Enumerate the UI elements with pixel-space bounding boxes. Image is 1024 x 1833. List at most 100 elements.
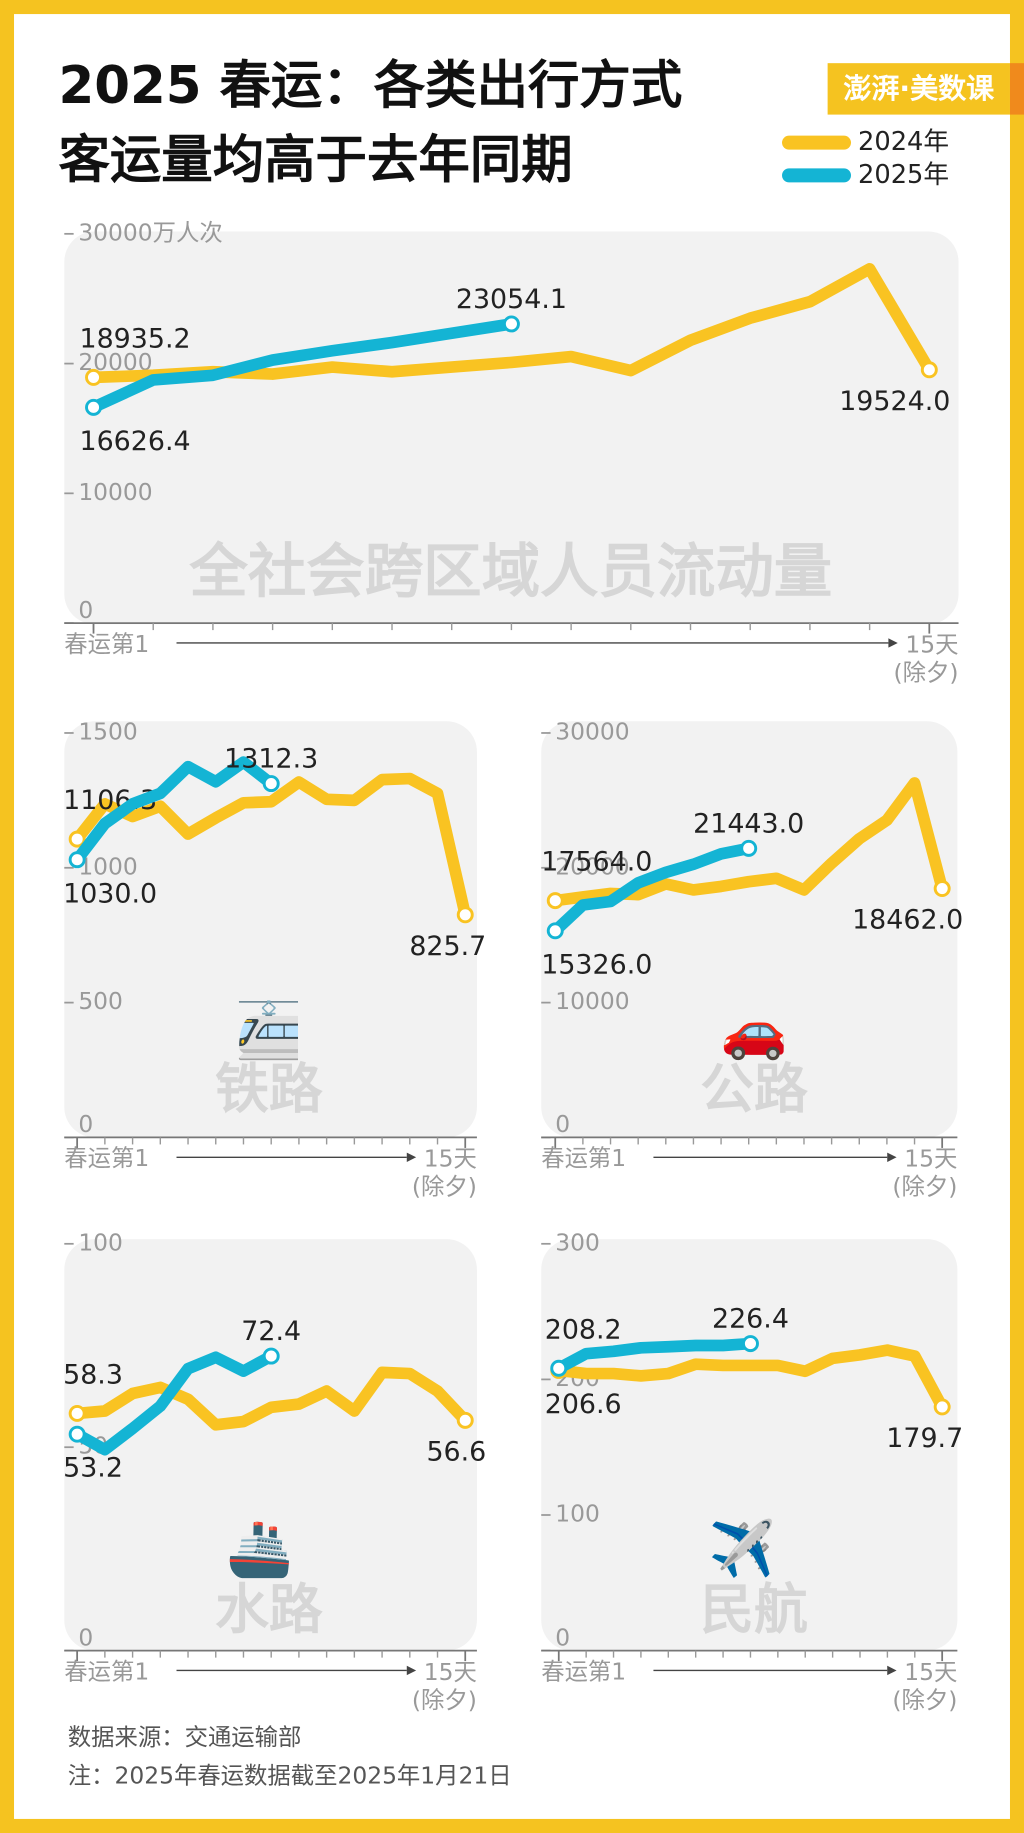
y-tick-label: 0 <box>78 1110 93 1138</box>
value-label: 1312.3 <box>224 744 318 775</box>
value-label: 226.4 <box>712 1304 789 1335</box>
value-label: 23054.1 <box>456 284 567 315</box>
x-tick-label-box: 15天(除夕) <box>892 1657 958 1714</box>
x-tick-label: 15天(除夕) <box>892 1657 958 1714</box>
y-tick-label: 0 <box>78 1623 93 1651</box>
x-tick-label: 15天(除夕) <box>411 1657 477 1714</box>
series-line <box>71 1366 472 1431</box>
value-label: 21443.0 <box>693 808 804 839</box>
legend-label: 2025年 <box>858 160 949 190</box>
x-arrow-head <box>887 1665 897 1676</box>
value-label: 58.3 <box>63 1360 123 1391</box>
x-tick-label-box: 15天(除夕) <box>411 1657 477 1714</box>
end-point <box>456 906 474 924</box>
brand-box <box>827 63 1010 115</box>
value-label: 18935.2 <box>79 323 190 354</box>
value-label: 18462.0 <box>852 905 963 936</box>
y-tick-label: 500 <box>78 987 123 1015</box>
series-line <box>71 1350 278 1456</box>
end-point <box>740 839 758 857</box>
x-tick-label: 15天(除夕) <box>893 630 959 687</box>
value-label: 1030.0 <box>63 878 157 909</box>
y-tick-label: 10000 <box>78 478 152 506</box>
brand-edge <box>1009 63 1024 115</box>
y-tick-label: 100 <box>78 1228 123 1256</box>
panel <box>541 721 958 1138</box>
y-tick-label: 1500 <box>78 717 137 745</box>
x-tick-label: 春运第1 <box>64 630 149 658</box>
panel <box>64 721 477 1138</box>
x-tick-label-box: 15天(除夕) <box>411 1144 477 1201</box>
value-label: 53.2 <box>63 1453 123 1484</box>
value-label: 19524.0 <box>839 386 950 417</box>
end-point <box>68 1425 86 1443</box>
icon: ✈️ <box>709 1516 776 1580</box>
end-point <box>550 1359 568 1377</box>
series-line <box>552 1344 949 1413</box>
end-point <box>741 1335 759 1353</box>
value-label: 179.7 <box>886 1423 963 1454</box>
watermark: 全社会跨区域人员流动量 <box>188 537 832 605</box>
y-tick-label: 0 <box>78 596 93 624</box>
y-tick-label: 30000万人次 <box>78 218 222 246</box>
value-label: 17564.0 <box>541 847 652 878</box>
legend-label: 2024年 <box>858 127 949 157</box>
icon: 🚗 <box>720 999 787 1062</box>
y-tick-label: 100 <box>555 1500 600 1528</box>
x-tick-label: 春运第1 <box>64 1657 149 1685</box>
end-point <box>68 830 86 848</box>
note: 注：2025年春运数据截至2025年1月21日 <box>68 1761 512 1789</box>
icon: 🚢 <box>226 1517 293 1580</box>
x-arrow-head <box>888 638 898 648</box>
series-line <box>552 1337 757 1375</box>
end-point <box>546 892 564 910</box>
icon: 🚈 <box>235 999 302 1062</box>
end-point <box>68 851 86 869</box>
x-tick-label-box: 15天(除夕) <box>892 1144 958 1201</box>
x-tick-label: 15天(除夕) <box>411 1144 477 1201</box>
watermark: 公路 <box>700 1058 808 1121</box>
panel <box>64 1239 477 1651</box>
x-arrow-head <box>406 1152 417 1162</box>
end-point <box>933 1398 951 1416</box>
y-tick-label: 1000 <box>78 852 137 880</box>
watermark: 民航 <box>700 1578 808 1641</box>
x-tick-label: 春运第1 <box>541 1144 626 1172</box>
brand: 澎湃·美数课 <box>843 72 995 105</box>
end-point <box>546 922 564 940</box>
watermark: 水路 <box>215 1578 323 1641</box>
value-label: 825.7 <box>409 931 486 962</box>
series-line <box>549 842 755 937</box>
end-point <box>262 775 280 793</box>
x-tick-label: 15天(除夕) <box>892 1144 958 1201</box>
end-point <box>502 315 520 333</box>
series-line <box>71 756 278 866</box>
y-tick-label: 0 <box>555 1110 570 1138</box>
value-label: 16626.4 <box>79 426 190 457</box>
value-label: 72.4 <box>241 1316 301 1347</box>
series-line <box>87 318 518 414</box>
value-label: 208.2 <box>545 1314 622 1345</box>
end-point <box>85 398 102 416</box>
x-arrow-head <box>406 1665 417 1676</box>
title-line: 2025 春运：各类出行方式 <box>58 56 682 116</box>
y-tick-label: 300 <box>555 1228 600 1256</box>
x-tick-label: 春运第1 <box>541 1657 626 1685</box>
y-tick-label: 10000 <box>555 987 629 1015</box>
x-tick-label: 春运第1 <box>64 1144 149 1172</box>
x-arrow-head <box>887 1152 897 1162</box>
y-tick-label: 30000 <box>555 717 629 745</box>
watermark: 铁路 <box>215 1058 323 1121</box>
end-point <box>68 1404 86 1422</box>
x-tick-label-box: 15天(除夕) <box>893 630 959 687</box>
source: 数据来源：交通运输部 <box>68 1723 302 1751</box>
value-label: 15326.0 <box>541 949 652 980</box>
value-label: 206.6 <box>545 1389 622 1420</box>
end-point <box>933 880 951 898</box>
end-point <box>456 1411 474 1429</box>
end-point <box>262 1347 280 1365</box>
title-line: 客运量均高于去年同期 <box>58 131 572 191</box>
end-point <box>920 361 938 379</box>
